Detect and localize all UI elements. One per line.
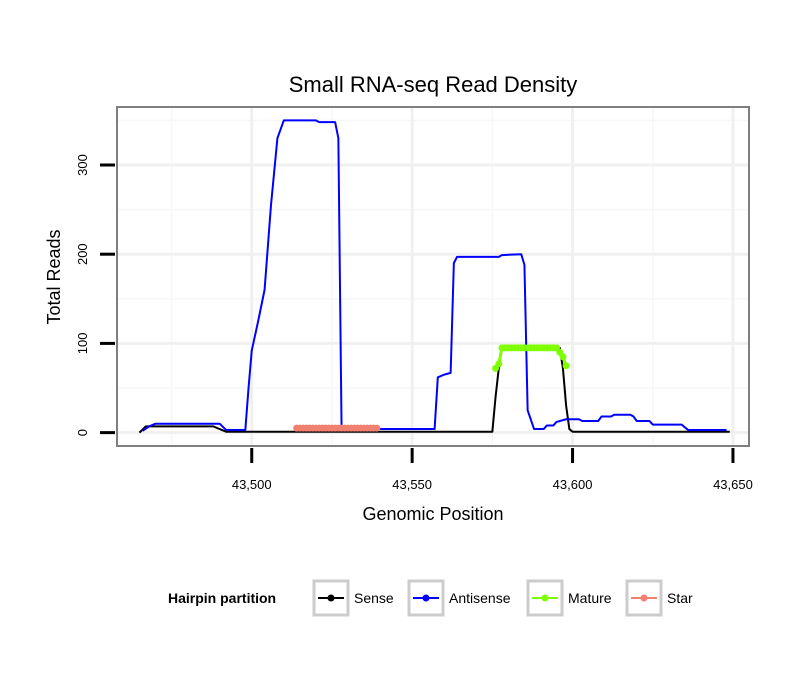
y-tick-label: 300 bbox=[75, 154, 90, 176]
x-tick-label: 43,600 bbox=[553, 477, 593, 492]
data-point-mature bbox=[562, 362, 570, 370]
plot-border bbox=[116, 106, 750, 447]
y-tick-label: 200 bbox=[75, 243, 90, 265]
x-tick-label: 43,500 bbox=[232, 477, 272, 492]
data-point-mature bbox=[559, 353, 567, 361]
data-point-mature bbox=[495, 360, 503, 368]
data-point-star bbox=[373, 424, 381, 432]
y-tick-label: 0 bbox=[75, 429, 90, 436]
legend-label-sense: Sense bbox=[354, 590, 394, 606]
series-layer bbox=[138, 119, 730, 434]
y-axis-label: Total Reads bbox=[44, 229, 64, 324]
legend-entries: Sense Antisense Mature Star bbox=[312, 579, 693, 617]
plot-background bbox=[117, 107, 749, 446]
legend-label-star: Star bbox=[667, 590, 693, 606]
y-tick-label: 100 bbox=[75, 333, 90, 355]
x-tick-label: 43,650 bbox=[713, 477, 753, 492]
legend-title: Hairpin partition bbox=[168, 590, 276, 606]
legend-key-dot-antisense bbox=[422, 594, 430, 602]
legend-key-dot-star bbox=[640, 594, 648, 602]
x-axis-label: Genomic Position bbox=[362, 504, 503, 524]
chart-title: Small RNA-seq Read Density bbox=[289, 72, 578, 97]
series-line-antisense bbox=[142, 119, 727, 432]
x-axis: 43,500 43,550 43,600 43,650 bbox=[232, 448, 753, 492]
legend-key-dot-mature bbox=[541, 594, 549, 602]
x-tick-label: 43,550 bbox=[392, 477, 432, 492]
y-axis: 0 100 200 300 bbox=[75, 154, 115, 436]
legend-label-mature: Mature bbox=[568, 590, 612, 606]
legend-key-dot-sense bbox=[327, 594, 335, 602]
legend-label-antisense: Antisense bbox=[449, 590, 511, 606]
plot-area bbox=[116, 106, 750, 447]
legend: Hairpin partition Sense Antisense Mature St… bbox=[168, 579, 693, 617]
